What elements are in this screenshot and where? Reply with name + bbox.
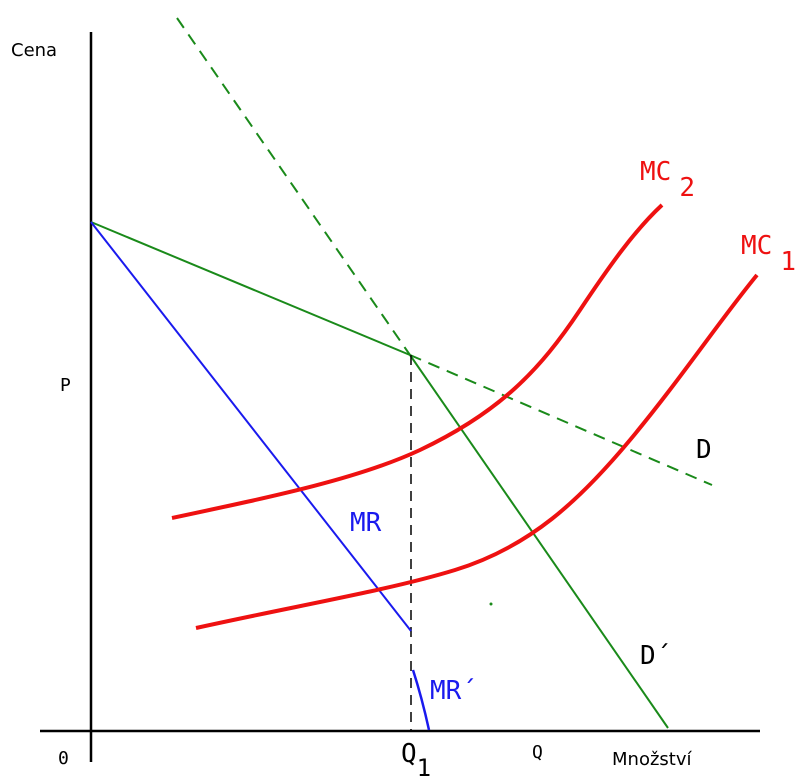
- mc2-label: MC2: [640, 157, 695, 203]
- mc2-subscript: 2: [679, 173, 695, 203]
- demand-d-label: D: [696, 435, 712, 465]
- mc1-label: MC1: [741, 231, 796, 277]
- price-label: P: [60, 375, 71, 396]
- mr-prime-label: MR´: [430, 676, 477, 706]
- mr-label: MR: [350, 508, 382, 538]
- q1-label: Q1: [401, 739, 431, 781]
- demand-d-prime-label: D´: [640, 641, 671, 671]
- mc1-subscript: 1: [780, 247, 796, 277]
- stray-dot: [489, 602, 493, 606]
- demand-d-prime-dashed: [176, 17, 411, 356]
- demand-d-prime-solid: [409, 354, 669, 729]
- x-axis-label: Množství: [612, 749, 692, 770]
- marginal-cost-mc1: [195, 273, 759, 630]
- y-axis-label: Cena: [11, 40, 57, 61]
- origin-label: 0: [58, 748, 69, 769]
- demand-d-dashed: [409, 354, 713, 486]
- q-label: Q: [532, 742, 543, 763]
- marginal-revenue-mr: [90, 221, 412, 632]
- marginal-revenue-mr-prime: [411, 669, 431, 731]
- marginal-cost-mc2: [171, 203, 664, 520]
- demand-d-solid: [90, 221, 411, 356]
- q1-subscript: 1: [417, 754, 431, 781]
